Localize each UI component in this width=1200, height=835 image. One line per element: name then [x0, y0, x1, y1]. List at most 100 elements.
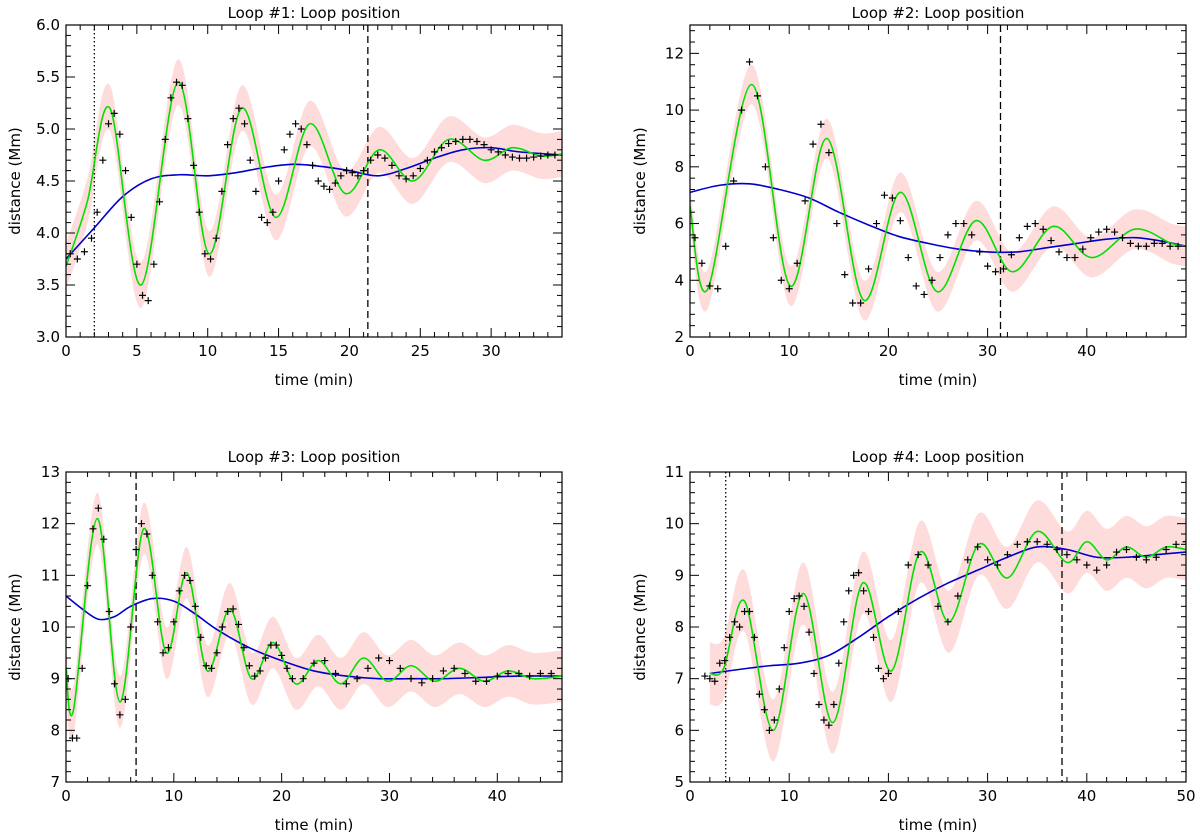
- data-point: [429, 675, 437, 683]
- data-point: [105, 120, 113, 128]
- data-point: [849, 299, 857, 307]
- x-axis-title: time (min): [275, 371, 354, 389]
- data-point: [726, 633, 734, 641]
- x-axis-title: time (min): [899, 371, 978, 389]
- data-point: [99, 156, 107, 164]
- data-point: [154, 618, 162, 626]
- panel-loop-3: 0 10 20 30 40 7 8 9 10 11 12 13 Loop #3: Loop posit…: [6, 448, 563, 834]
- data-point: [263, 219, 271, 227]
- plot-layer: 0 10 20 30 40 50 5 6 7 8 9 10 11: [665, 463, 1196, 805]
- y-tick-label: 9: [674, 566, 684, 584]
- data-point: [100, 535, 108, 543]
- data-point: [888, 194, 896, 202]
- data-point: [793, 259, 801, 267]
- x-tick-label: 0: [685, 342, 695, 360]
- y-tick-label: 7: [674, 670, 684, 688]
- data-point: [78, 664, 86, 672]
- data-point: [201, 250, 209, 258]
- data-point: [1079, 245, 1087, 253]
- data-point: [820, 716, 828, 724]
- data-point: [94, 504, 102, 512]
- y-tick-label: 6: [674, 721, 684, 739]
- data-point: [730, 177, 738, 185]
- data-point: [711, 677, 719, 685]
- data-point: [1111, 228, 1119, 236]
- data-point: [148, 571, 156, 579]
- x-tick-label: 15: [269, 342, 288, 360]
- y-tick-label: 8: [674, 618, 684, 636]
- x-tick-label: 10: [780, 787, 799, 805]
- data-point: [184, 115, 192, 123]
- data-point: [483, 677, 491, 685]
- data-point: [785, 285, 793, 293]
- data-point: [1174, 242, 1182, 250]
- data-point: [309, 161, 317, 169]
- data-point: [110, 109, 118, 117]
- data-point: [472, 677, 480, 685]
- uncertainty-band: [66, 492, 562, 742]
- data-point: [536, 670, 544, 677]
- data-point: [127, 213, 135, 221]
- data-point: [314, 177, 322, 185]
- data-point: [698, 259, 706, 267]
- data-point: [450, 664, 458, 672]
- data-point: [920, 290, 928, 298]
- trend-line: [66, 595, 562, 680]
- data-point: [283, 664, 291, 672]
- data-point: [1007, 251, 1015, 259]
- data-point: [137, 520, 145, 528]
- data-point: [714, 285, 722, 293]
- data-point: [968, 231, 976, 239]
- data-point: [706, 675, 714, 683]
- data-point: [337, 172, 345, 180]
- data-point: [1132, 553, 1140, 561]
- data-point: [326, 185, 334, 193]
- data-point: [770, 716, 778, 724]
- data-point: [288, 675, 296, 683]
- y-tick-label: 3.5: [36, 276, 60, 294]
- data-point: [976, 248, 984, 256]
- data-point: [212, 234, 220, 242]
- data-point: [224, 141, 232, 149]
- data-point: [1142, 242, 1150, 250]
- data-point: [164, 644, 172, 652]
- y-axis-title: distance (Mm): [631, 573, 649, 681]
- data-point: [245, 662, 253, 670]
- y-tick-label: 5: [674, 773, 684, 791]
- panel-title: Loop #3: Loop position: [228, 448, 401, 466]
- trend-line: [690, 182, 1186, 254]
- x-tick-label: 40: [1077, 787, 1096, 805]
- data-point: [461, 670, 469, 677]
- plot-area: [701, 472, 1186, 782]
- data-point: [418, 679, 426, 687]
- data-point: [241, 120, 249, 128]
- y-tick-label: 10: [41, 618, 60, 636]
- data-point: [88, 234, 96, 242]
- data-point: [992, 268, 1000, 276]
- data-point: [354, 172, 362, 180]
- data-point: [1093, 566, 1101, 574]
- data-point: [190, 161, 198, 169]
- x-tick-label: 25: [411, 342, 430, 360]
- data-point: [755, 690, 763, 698]
- data-point: [1172, 540, 1180, 548]
- data-point: [960, 220, 968, 228]
- data-point: [320, 182, 328, 190]
- data-point: [173, 78, 181, 86]
- data-point: [1103, 561, 1111, 569]
- data-point: [303, 141, 311, 149]
- data-point: [879, 675, 887, 683]
- data-point: [246, 156, 254, 164]
- data-point: [746, 608, 754, 615]
- x-axis-title: time (min): [899, 816, 978, 834]
- data-point: [191, 602, 199, 610]
- panel-title: Loop #1: Loop position: [228, 4, 401, 22]
- data-point: [1015, 234, 1023, 242]
- data-point: [872, 220, 880, 228]
- data-point: [385, 657, 393, 665]
- data-point: [954, 592, 962, 600]
- data-point: [840, 618, 848, 626]
- data-point: [736, 623, 744, 631]
- data-point: [850, 571, 858, 579]
